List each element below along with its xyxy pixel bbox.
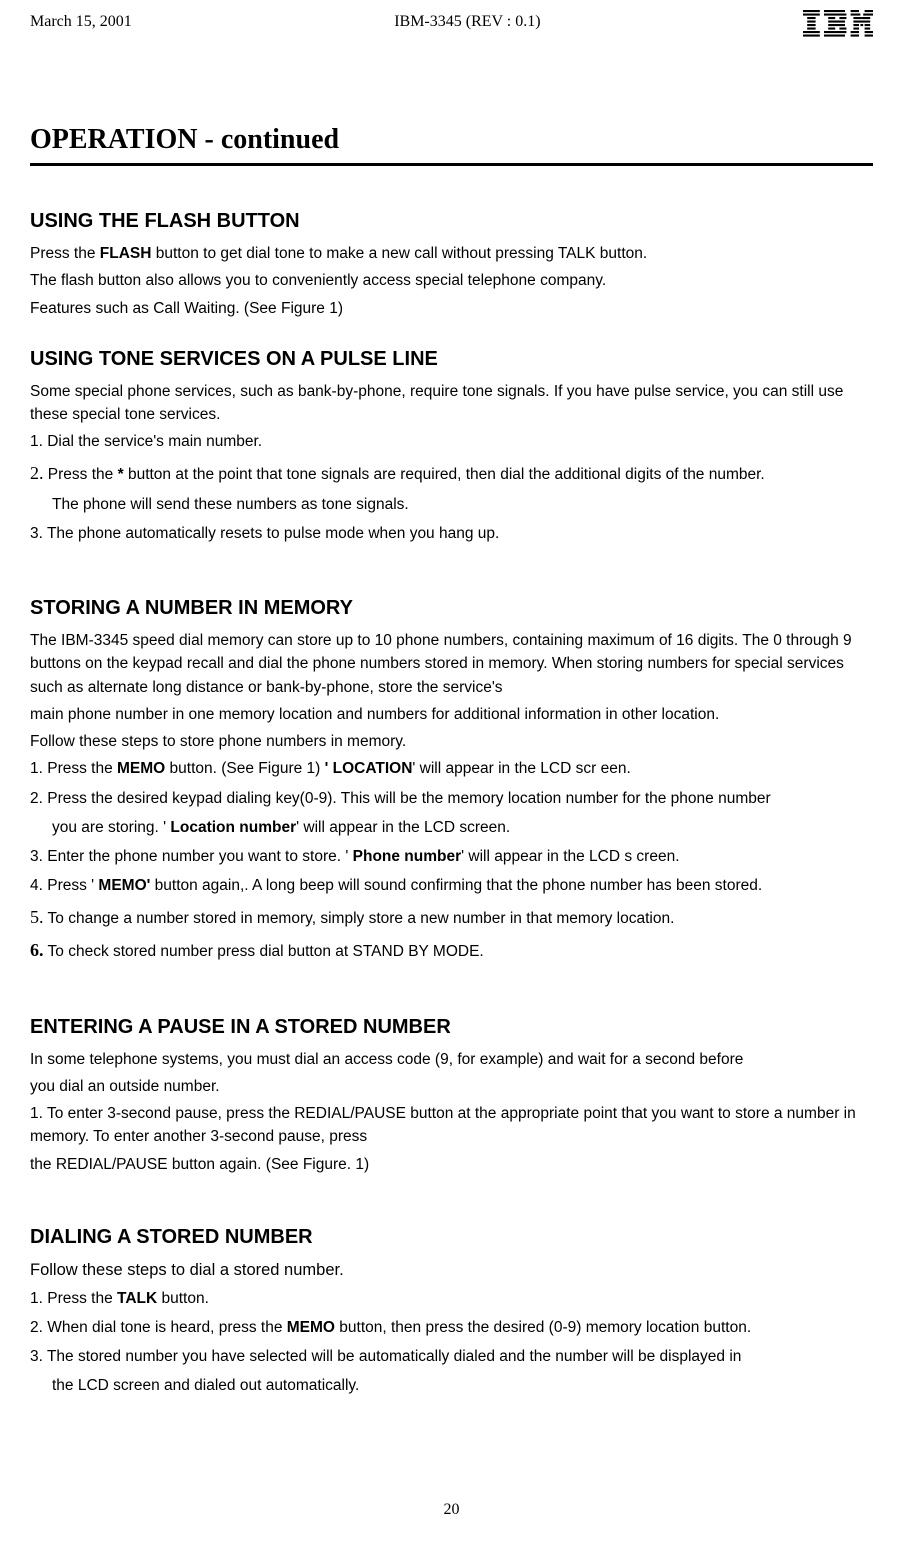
step-num: 2. <box>30 463 44 483</box>
section-title-store: STORING A NUMBER IN MEMORY <box>30 593 873 623</box>
ibm-logo <box>803 10 873 49</box>
store-intro2: main phone number in one memory location… <box>30 703 873 726</box>
text: you are storing. ' <box>52 819 166 836</box>
bold: Phone number <box>348 848 461 865</box>
page-title: OPERATION - continued <box>30 119 873 166</box>
tone-step2: 2. Press the * button at the point that … <box>30 460 873 487</box>
section-title-tone: USING TONE SERVICES ON A PULSE LINE <box>30 344 873 374</box>
flash-bold: FLASH <box>100 245 152 262</box>
dial-step1: 1. Press the TALK button. <box>30 1287 873 1310</box>
store-step5: 5. To change a number stored in memory, … <box>30 904 873 931</box>
dial-step2: 2. When dial tone is heard, press the ME… <box>30 1316 873 1339</box>
store-step3: 3. Enter the phone number you want to st… <box>30 845 873 868</box>
header-date: March 15, 2001 <box>30 10 132 34</box>
flash-line2: The flash button also allows you to conv… <box>30 269 873 292</box>
store-step2b: you are storing. ' Location number' will… <box>30 816 873 839</box>
section-title-dial: DIALING A STORED NUMBER <box>30 1222 873 1252</box>
text: 1. Press the <box>30 1290 117 1307</box>
tone-step3: 3. The phone automatically resets to pul… <box>30 522 873 545</box>
store-step6: 6. To check stored number press dial but… <box>30 937 873 964</box>
text: ' will appear in the LCD s creen. <box>461 848 679 865</box>
text: To check stored number press dial button… <box>44 943 484 960</box>
text: 4. Press ' <box>30 877 94 894</box>
bold: ' LOCATION <box>325 760 413 777</box>
bold: TALK <box>117 1290 157 1307</box>
bold: Location number <box>166 819 296 836</box>
header-doc-id: IBM-3345 (REV : 0.1) <box>394 10 540 34</box>
pause-l2: you dial an outside number. <box>30 1075 873 1098</box>
ibm-logo-icon <box>803 10 873 38</box>
store-step1: 1. Press the MEMO button. (See Figure 1)… <box>30 757 873 780</box>
dial-follow: Follow these steps to dial a stored numb… <box>30 1258 873 1283</box>
step-num: 6. <box>30 940 44 960</box>
text: 3. Enter the phone number you want to st… <box>30 848 348 865</box>
text: 2. When dial tone is heard, press the <box>30 1319 287 1336</box>
tone-step1: 1. Dial the service's main number. <box>30 430 873 453</box>
flash-line1: Press the FLASH button to get dial tone … <box>30 242 873 265</box>
bold: MEMO <box>117 760 165 777</box>
section-title-flash: USING THE FLASH BUTTON <box>30 206 873 236</box>
pause-l1: In some telephone systems, you must dial… <box>30 1048 873 1071</box>
bold: MEMO' <box>94 877 150 894</box>
text: button to get dial tone to make a new ca… <box>151 245 647 262</box>
text: ' will appear in the LCD scr een. <box>412 760 630 777</box>
step-num: 5. <box>30 907 44 927</box>
store-follow: Follow these steps to store phone number… <box>30 730 873 753</box>
section-title-pause: ENTERING A PAUSE IN A STORED NUMBER <box>30 1012 873 1042</box>
text: Press the <box>30 245 100 262</box>
text: 1. Press the <box>30 760 117 777</box>
flash-line3: Features such as Call Waiting. (See Figu… <box>30 297 873 320</box>
text: button. <box>157 1290 209 1307</box>
text: button at the point that tone signals ar… <box>124 466 765 483</box>
dial-step3b: the LCD screen and dialed out automatica… <box>30 1374 873 1397</box>
store-intro: The IBM-3345 speed dial memory can store… <box>30 629 873 699</box>
document-header: March 15, 2001 IBM-3345 (REV : 0.1) <box>30 10 873 49</box>
store-step2a: 2. Press the desired keypad dialing key(… <box>30 787 873 810</box>
pause-l4: the REDIAL/PAUSE button again. (See Figu… <box>30 1153 873 1176</box>
tone-intro: Some special phone services, such as ban… <box>30 380 873 427</box>
text: button again,. A long beep will sound co… <box>150 877 762 894</box>
text: Press the <box>44 466 118 483</box>
store-step4: 4. Press ' MEMO' button again,. A long b… <box>30 874 873 897</box>
text: button, then press the desired (0-9) mem… <box>335 1319 751 1336</box>
pause-l3: 1. To enter 3-second pause, press the RE… <box>30 1102 873 1149</box>
text: ' will appear in the LCD screen. <box>296 819 510 836</box>
text: To change a number stored in memory, sim… <box>44 910 675 927</box>
bold: MEMO <box>287 1319 335 1336</box>
tone-step2c: The phone will send these numbers as ton… <box>30 493 873 516</box>
page-number: 20 <box>30 1498 873 1522</box>
dial-step3a: 3. The stored number you have selected w… <box>30 1345 873 1368</box>
text: button. (See Figure 1) <box>165 760 324 777</box>
